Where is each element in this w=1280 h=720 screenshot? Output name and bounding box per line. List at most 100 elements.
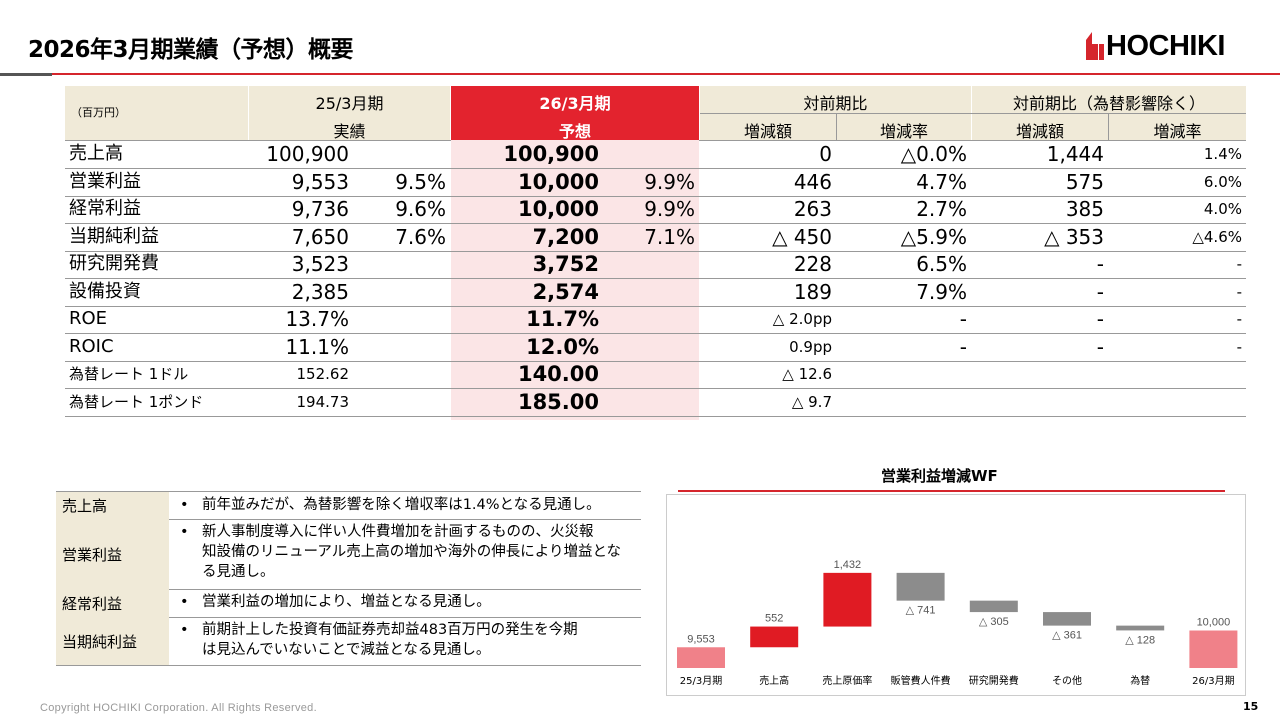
page-number: 15: [1243, 700, 1259, 713]
waterfall-category-label: 研究開発費: [969, 674, 1019, 687]
waterfall-value-label: 9,553: [687, 633, 715, 645]
cell-cur-pct: 9.9%: [644, 169, 695, 194]
row-label: 為替レート 1ポンド: [69, 392, 204, 411]
cell-chg: △ 2.0pp: [772, 310, 832, 328]
cell-cur: 185.00: [517, 389, 599, 414]
table-row: 為替レート 1ドル 152.62 140.00 △ 12.6: [65, 360, 1246, 389]
cell-chg: △ 450: [772, 224, 832, 249]
note-line: 前期計上した投資有価証券売却益483百万円の発生を今期: [202, 622, 578, 638]
waterfall-category-label: 売上原価率: [822, 674, 872, 687]
waterfall-value-label: 552: [765, 613, 783, 625]
cell-chg2: -: [1096, 307, 1104, 331]
row-label: 売上高: [69, 143, 123, 164]
waterfall-value-label: 1,432: [834, 559, 862, 571]
cell-cur: 100,900: [503, 142, 599, 166]
waterfall-category-label: その他: [1052, 674, 1082, 687]
title-divider-accent: [0, 73, 52, 76]
cell-rate: 6.5%: [916, 252, 967, 276]
waterfall-bar: [823, 572, 872, 627]
cell-chg: 263: [793, 197, 832, 221]
note-text: • 前年並みだが、為替影響を除く増収率は1.4%となる見通し。: [180, 495, 640, 515]
cell-chg2: 385: [1065, 197, 1104, 221]
col-cur-sub: 予想: [558, 122, 591, 141]
note-text: • 前期計上した投資有価証券売却益483百万円の発生を今期 は見込んでいないことで減…: [180, 620, 640, 660]
row-label: ROE: [69, 308, 108, 329]
note-line: 新人事制度導入に伴い人件費増加を計画するものの、火災報: [202, 524, 594, 540]
note-row: 当期純利益 • 前期計上した投資有価証券売却益483百万円の発生を今期 は見込んでいな…: [56, 617, 641, 666]
cell-rate: 4.7%: [916, 169, 967, 194]
cell-rate2: 6.0%: [1203, 172, 1242, 191]
waterfall-bar: [1043, 612, 1091, 626]
cell-chg2: -: [1096, 279, 1104, 304]
waterfall-value-label: △ 128: [1125, 634, 1155, 646]
col-yoy-fx-label: 対前期比（為替影響除く）: [1012, 94, 1205, 113]
cell-rate: -: [959, 334, 967, 359]
cell-rate2: △4.6%: [1192, 227, 1242, 246]
cell-cur: 7,200: [532, 224, 599, 249]
col-prev-label: 25/3月期: [315, 94, 384, 113]
logo-text: HOCHIKI: [1106, 30, 1225, 62]
table-row: ROIC 11.1% 12.0% 0.9pp - - -: [65, 333, 1246, 362]
cell-prev: 7,650: [291, 224, 349, 249]
table-row: 設備投資 2,385 2,574 189 7.9% - -: [65, 278, 1246, 307]
note-text: • 新人事制度導入に伴い人件費増加を計画するものの、火災報 知設備のリニューアル売上…: [180, 522, 640, 582]
note-line: は見込んでいないことで減益となる見通し。: [202, 642, 491, 658]
sub-change-label: 増減額: [743, 122, 792, 141]
header-prev-cell: [249, 86, 450, 140]
waterfall-bar: [896, 572, 945, 601]
cell-chg2: 575: [1065, 169, 1104, 194]
notes-top-line: [56, 491, 641, 492]
cell-chg: 228: [793, 252, 832, 276]
table-row: 営業利益 9,553 9.5% 10,000 9.9% 446 4.7% 575 6.0%: [65, 168, 1246, 197]
waterfall-bar: [1189, 630, 1238, 668]
cell-cur-pct: 7.1%: [644, 224, 695, 249]
note-row: 売上高 • 前年並みだが、為替影響を除く増収率は1.4%となる見通し。: [56, 492, 641, 520]
cell-prev: 9,736: [291, 197, 349, 221]
waterfall-title-line: [678, 490, 1225, 492]
cell-rate2: 1.4%: [1203, 145, 1242, 163]
cell-prev: 194.73: [296, 392, 350, 411]
bullet-icon: •: [180, 622, 189, 638]
cell-prev-pct: 9.6%: [395, 197, 446, 221]
waterfall-category-label: 売上高: [759, 674, 789, 687]
note-row: 営業利益 • 新人事制度導入に伴い人件費増加を計画するものの、火災報 知設備のリニュー…: [56, 519, 641, 590]
title-divider: [0, 73, 1280, 75]
row-label: ROIC: [69, 335, 114, 357]
cell-chg: 446: [793, 169, 832, 194]
note-label: 営業利益: [56, 519, 169, 589]
note-label: 経常利益: [56, 589, 169, 617]
cell-cur: 2,574: [532, 279, 599, 304]
cell-chg: △ 12.6: [782, 365, 832, 383]
cell-rate: 2.7%: [916, 197, 967, 221]
table-row: 売上高 100,900 100,900 0 △0.0% 1,444 1.4%: [65, 140, 1246, 169]
cell-chg: 189: [793, 279, 832, 304]
note-line: 前年並みだが、為替影響を除く増収率は1.4%となる見通し。: [202, 497, 601, 513]
cell-prev-pct: 7.6%: [395, 224, 446, 249]
row-label: 経常利益: [69, 198, 141, 219]
row-label: 研究開発費: [69, 253, 159, 274]
cell-cur-pct: 9.9%: [644, 197, 695, 221]
table-row: ROE 13.7% 11.7% △ 2.0pp - - -: [65, 305, 1246, 334]
cell-cur: 140.00: [517, 362, 599, 386]
cell-chg2: -: [1096, 252, 1104, 276]
table-row: 為替レート 1ポンド 194.73 185.00 △ 9.7: [65, 388, 1246, 417]
header-vline: [836, 114, 837, 140]
note-line: 営業利益の増加により、増益となる見通し。: [202, 594, 491, 610]
sub-rate-label: 増減率: [879, 122, 928, 141]
note-line: 知設備のリニューアル売上高の増加や海外の伸長により増益とな: [202, 544, 622, 560]
note-label: 売上高: [56, 492, 169, 519]
row-label: 営業利益: [69, 170, 141, 192]
cell-rate: -: [959, 307, 967, 331]
waterfall-value-label: △ 361: [1052, 630, 1082, 642]
forecast-column-highlight: [451, 140, 699, 420]
cell-prev: 3,523: [291, 252, 349, 276]
cell-cur: 3,752: [532, 252, 599, 276]
cell-prev: 100,900: [266, 142, 349, 166]
col-cur-label: 26/3月期: [539, 94, 611, 113]
cell-rate2: -: [1236, 255, 1242, 273]
note-label: 当期純利益: [56, 617, 169, 665]
table-row: 研究開発費 3,523 3,752 228 6.5% - -: [65, 250, 1246, 279]
waterfall-category-label: 26/3月期: [1192, 675, 1234, 687]
cell-prev: 11.1%: [285, 334, 349, 359]
sub-rate2-label: 増減率: [1153, 122, 1202, 141]
